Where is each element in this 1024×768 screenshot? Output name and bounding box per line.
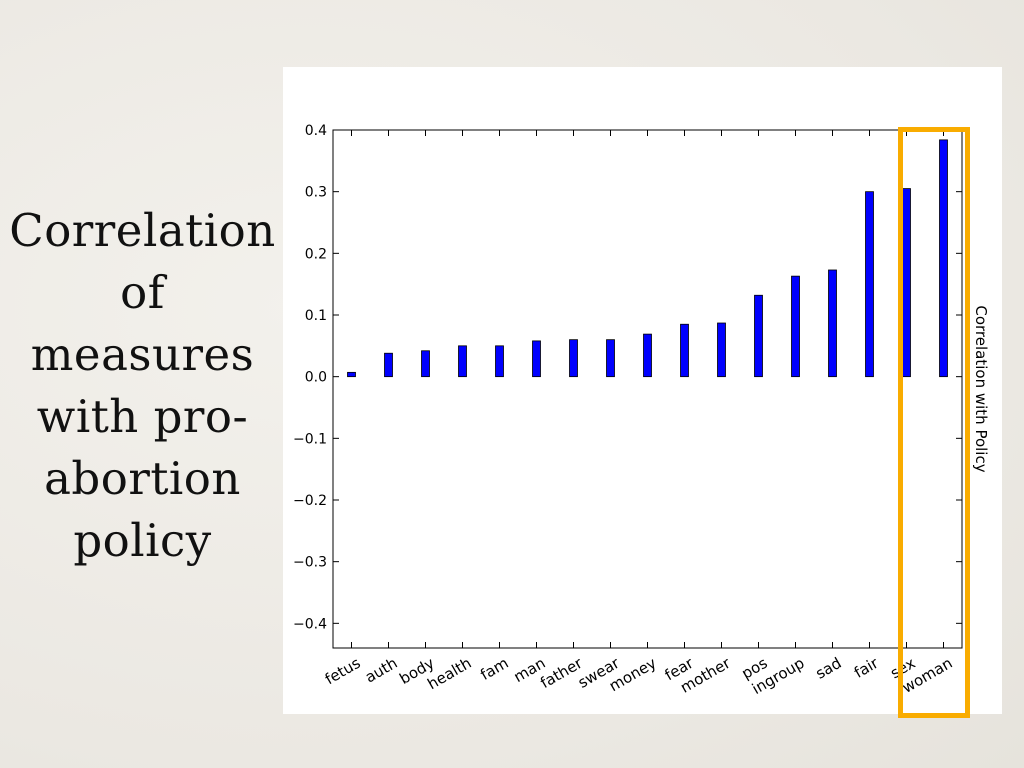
bar-swear [606,339,615,378]
y-tick-label: 0.4 [305,123,327,139]
slide-title-line: policy [73,514,212,567]
bar-body [421,350,430,378]
x-tick-label: auth [362,654,401,687]
slide-title: Correlation of measures with pro- aborti… [0,200,285,572]
y-tick-label: −0.4 [293,616,327,632]
y-tick-label: 0.0 [305,370,327,386]
x-tick-label: sad [813,654,845,683]
bar-father [569,339,578,378]
highlight-box [898,127,970,718]
bar-health [458,345,467,378]
x-tick-label: fetus [322,654,364,689]
bar-auth [384,352,393,378]
bar-sad [828,269,837,378]
y-tick-label: 0.2 [305,246,327,262]
slide-title-line: measures [30,328,255,381]
bar-fear [680,323,689,378]
y-tick-label: −0.3 [293,555,327,571]
y-tick-label: 0.3 [305,185,327,201]
y-tick-label: 0.1 [305,308,327,324]
y-tick-label: −0.2 [293,493,327,509]
bar-ingroup [791,275,800,378]
bar-woman [939,139,948,378]
x-tick-label: fam [477,654,511,684]
bar-man [532,340,541,378]
slide-title-line: abortion [44,452,241,505]
bar-pos [754,294,763,378]
y-tick-label: −0.1 [293,431,327,447]
bar-money [643,333,652,378]
bar-fam [495,345,504,378]
bar-mother [717,322,726,378]
bar-fetus [347,371,356,378]
y-axis-label: Correlation with Policy [972,305,990,472]
slide-title-line: Correlation [9,204,276,257]
x-tick-label: fair [851,653,882,681]
slide-title-line: with pro- [36,390,249,443]
figure-panel [283,67,1002,714]
slide-title-line: of [120,266,165,319]
bar-fair [865,191,874,378]
